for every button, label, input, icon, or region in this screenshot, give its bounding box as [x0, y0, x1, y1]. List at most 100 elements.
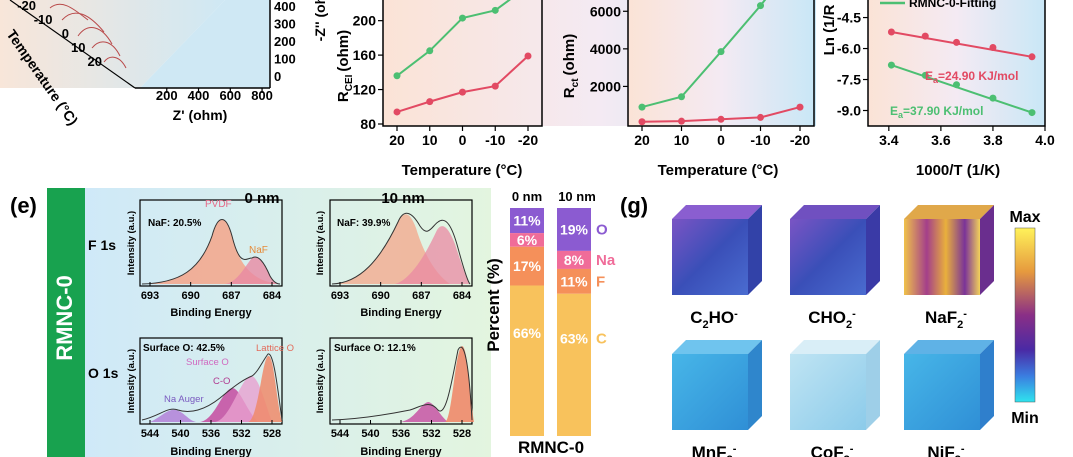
colorbar-min: Min [1011, 410, 1039, 427]
percent-bar-segment-na [510, 233, 544, 247]
panel-label-e: (e) [10, 193, 37, 218]
xps-f1s-0nm-frame [139, 199, 283, 287]
percent-bar-label: 11% [560, 273, 588, 289]
cube-side [980, 340, 994, 430]
rcei-xlabel: Temperature (°C) [402, 162, 523, 179]
rcei-xtick-label: 10 [422, 132, 438, 148]
nyquist-x-ticks: 200 400 600 800 [156, 88, 273, 103]
percent-bar-label: 66% [513, 325, 542, 341]
cube-side [748, 340, 762, 430]
nyquist-curve-3 [77, 27, 113, 45]
nyquist-ylabel: -Z'' (ohm) [312, 0, 328, 41]
arrhenius-point-red [953, 38, 960, 46]
xps-o1s-0nm-envelope [141, 353, 283, 421]
arrhenius-xtick-label: 3.4 [879, 132, 899, 148]
nyquist-xtick-label: 800 [251, 88, 273, 103]
arrhenius-xtick-label: 3.6 [931, 132, 951, 148]
percent-bar-segment-c [557, 293, 591, 436]
xps-o1s-0nm-peak-lattice [248, 355, 282, 422]
cube-front [904, 354, 980, 430]
rct-ytick-label: 6000 [590, 3, 621, 19]
rct-bg [628, 0, 814, 126]
xps-tick-label: 532 [422, 428, 440, 440]
xps-label-lattice-o: Lattice O [256, 343, 294, 354]
nyquist-ztick-label: 20 [88, 54, 102, 69]
xps-f1s-10nm-ticks: 693 690 687 684 [331, 282, 472, 302]
rcei-xtick-label: 20 [389, 132, 405, 148]
rct-xlabel: Temperature (°C) [658, 162, 779, 179]
rct-panel: 20 10 0 -10 -20 2000 4000 6000 Temperature (°C)… [561, 0, 815, 179]
xps-o1s-0nm: Surface O: 42.5% Surface O Lattice O C-O… [126, 337, 294, 457]
xps-label-naf: NaF [249, 245, 268, 256]
rct-point-red [717, 115, 725, 123]
rcei-xtick-label: -20 [518, 132, 538, 148]
xps-f1s-10nm-envelope [331, 212, 471, 285]
tof-species-label: MnF3- [692, 443, 737, 457]
arrhenius-xtick-label: 3.8 [983, 132, 1003, 148]
cube-side [866, 340, 880, 430]
xps-tick-label: 528 [263, 428, 281, 440]
xps-label-pvdf: PVDF [205, 199, 232, 210]
rcei-point-green [459, 14, 466, 22]
xps-tick-label: 690 [181, 290, 199, 302]
rct-point-red [757, 113, 764, 121]
arrhenius-fit-green [891, 64, 1033, 114]
arrhenius-point-green [953, 81, 960, 89]
rcei-point-green [491, 6, 499, 14]
colorbar-gradient [1014, 227, 1036, 403]
arrhenius-bg [868, 0, 1045, 126]
rct-xtick-label: 0 [717, 132, 725, 148]
percent-bar-label: 17% [513, 258, 542, 274]
xps-tick-label: 536 [392, 428, 410, 440]
cube-side [748, 205, 762, 295]
percent-bars: 11% 6% 17% 66% 19% O 8% Na 11% F 63% C [510, 208, 616, 436]
arrhenius-ea-red: Ea=24.90 KJ/mol [925, 69, 1018, 85]
nyquist-plane [140, 0, 270, 88]
percent-bar-segment-f [557, 268, 591, 294]
xps-f1s-0nm-ticks: 693 690 687 684 [141, 282, 282, 302]
rct-point-green [717, 48, 725, 56]
arrhenius-ea-green: Ea=37.90 KJ/mol [890, 104, 983, 120]
rct-series [638, 0, 804, 126]
rct-point-green [757, 2, 764, 10]
nyquist-ytick-label: 0 [274, 69, 281, 84]
nyquist-ytick-label: 200 [274, 34, 296, 49]
tof-species-label: C2HO- [690, 308, 738, 331]
xps-f1s-0nm-xlabel: Binding Energy [170, 307, 252, 319]
cube-top [672, 340, 762, 354]
arrhenius-ticks: 3.4 3.6 3.8 4.0 -4.5 -6.0 -7.5 -9.0 [837, 10, 1055, 148]
xps-f1s-10nm-frame [329, 199, 473, 287]
cube-top [904, 340, 994, 354]
tof-cubes: C2HO- CHO2- NaF2- MnF3- CoF3- NiF3- [672, 205, 994, 457]
xps-o1s-10nm-peak-surface [400, 402, 448, 422]
xps-label-co: C-O [213, 376, 230, 387]
nyquist-xlabel: Z' (ohm) [173, 107, 228, 123]
xps-o1s-0nm-xlabel: Binding Energy [170, 446, 252, 457]
arrhenius-point-green [921, 71, 929, 79]
rcei-ticks: 20 10 0 -10 -20 80 120 160 200 [353, 13, 539, 148]
xps-tick-label: 690 [371, 290, 389, 302]
nyquist-xtick-label: 400 [188, 88, 210, 103]
xps-tick-label: 528 [453, 428, 471, 440]
percent-component-label: F [596, 273, 605, 290]
arrhenius-xlabel: 1000/T (1/K) [916, 162, 1000, 179]
svg-text:Rct(ohm): Rct(ohm) [561, 34, 581, 98]
cube-top [790, 205, 880, 219]
rct-point-red [638, 118, 646, 126]
nyquist-ztick-label: -10 [34, 12, 53, 27]
tof-species-label: CoF3- [811, 443, 854, 457]
rct-point-red [796, 103, 804, 111]
nyquist-curve-5 [103, 56, 127, 69]
nyquist-xtick-label: 600 [219, 88, 241, 103]
percent-bar-segment-c [510, 285, 544, 436]
nyquist-curve-1 [49, 3, 89, 21]
arrhenius-ytick-label: -7.5 [837, 72, 861, 88]
tof-cube-2: NaF2- [904, 205, 994, 331]
arrhenius-point-red [887, 28, 895, 36]
xps-tick-label: 532 [232, 428, 250, 440]
rct-xtick-label: -10 [750, 132, 770, 148]
xps-tick-label: 544 [331, 428, 350, 440]
percent-bar-segment-o [557, 208, 591, 251]
nyquist-ytick-label: 100 [274, 52, 296, 67]
